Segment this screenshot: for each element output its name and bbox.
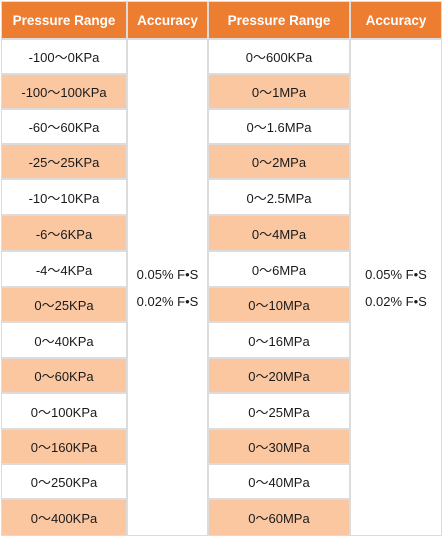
right-range-cell: 0～16MPa [209,323,349,357]
accuracy-value: 0.05% F•S [136,266,199,282]
header-pressure-range-left: Pressure Range [2,2,126,38]
left-range-cell: -60～60KPa [2,110,126,143]
header-accuracy-left: Accuracy [128,2,207,38]
accuracy-value: 0.02% F•S [136,293,199,309]
accuracy-value: 0.02% F•S [365,293,427,309]
right-range-cell: 0～2.5MPa [209,180,349,214]
right-range-cell: 0～10MPa [209,288,349,321]
accuracy-cell-left: 0.05% F•S 0.02% F•S [128,40,207,535]
left-range-cell: 0～100KPa [2,394,126,428]
right-range-cell: 0～4MPa [209,216,349,250]
right-range-cell: 0～60MPa [209,500,349,535]
accuracy-cell-right: 0.05% F•S 0.02% F•S [351,40,441,535]
left-range-cell: -10～10KPa [2,180,126,214]
right-range-cell: 0～30MPa [209,430,349,463]
right-range-cell: 0～25MPa [209,394,349,428]
left-range-cell: -100～0KPa [2,40,126,73]
right-range-cell: 0～2MPa [209,145,349,178]
right-range-cell: 0～40MPa [209,465,349,498]
left-range-cell: -4～4KPa [2,252,126,286]
left-range-cell: -25～25KPa [2,145,126,178]
left-range-cell: -6～6KPa [2,216,126,250]
left-range-cell: 0～40KPa [2,323,126,357]
right-range-cell: 0～6MPa [209,252,349,286]
header-pressure-range-right: Pressure Range [209,2,349,38]
right-range-cell: 0～1MPa [209,75,349,108]
right-range-cell: 0～600KPa [209,40,349,73]
accuracy-value: 0.05% F•S [365,266,427,282]
left-range-cell: -100～100KPa [2,75,126,108]
right-range-cell: 0～20MPa [209,359,349,392]
left-range-cell: 0～160KPa [2,430,126,463]
left-range-cell: 0～400KPa [2,500,126,535]
right-range-cell: 0～1.6MPa [209,110,349,143]
left-range-cell: 0～250KPa [2,465,126,498]
left-range-cell: 0～60KPa [2,359,126,392]
header-accuracy-right: Accuracy [351,2,441,38]
left-range-cell: 0～25KPa [2,288,126,321]
